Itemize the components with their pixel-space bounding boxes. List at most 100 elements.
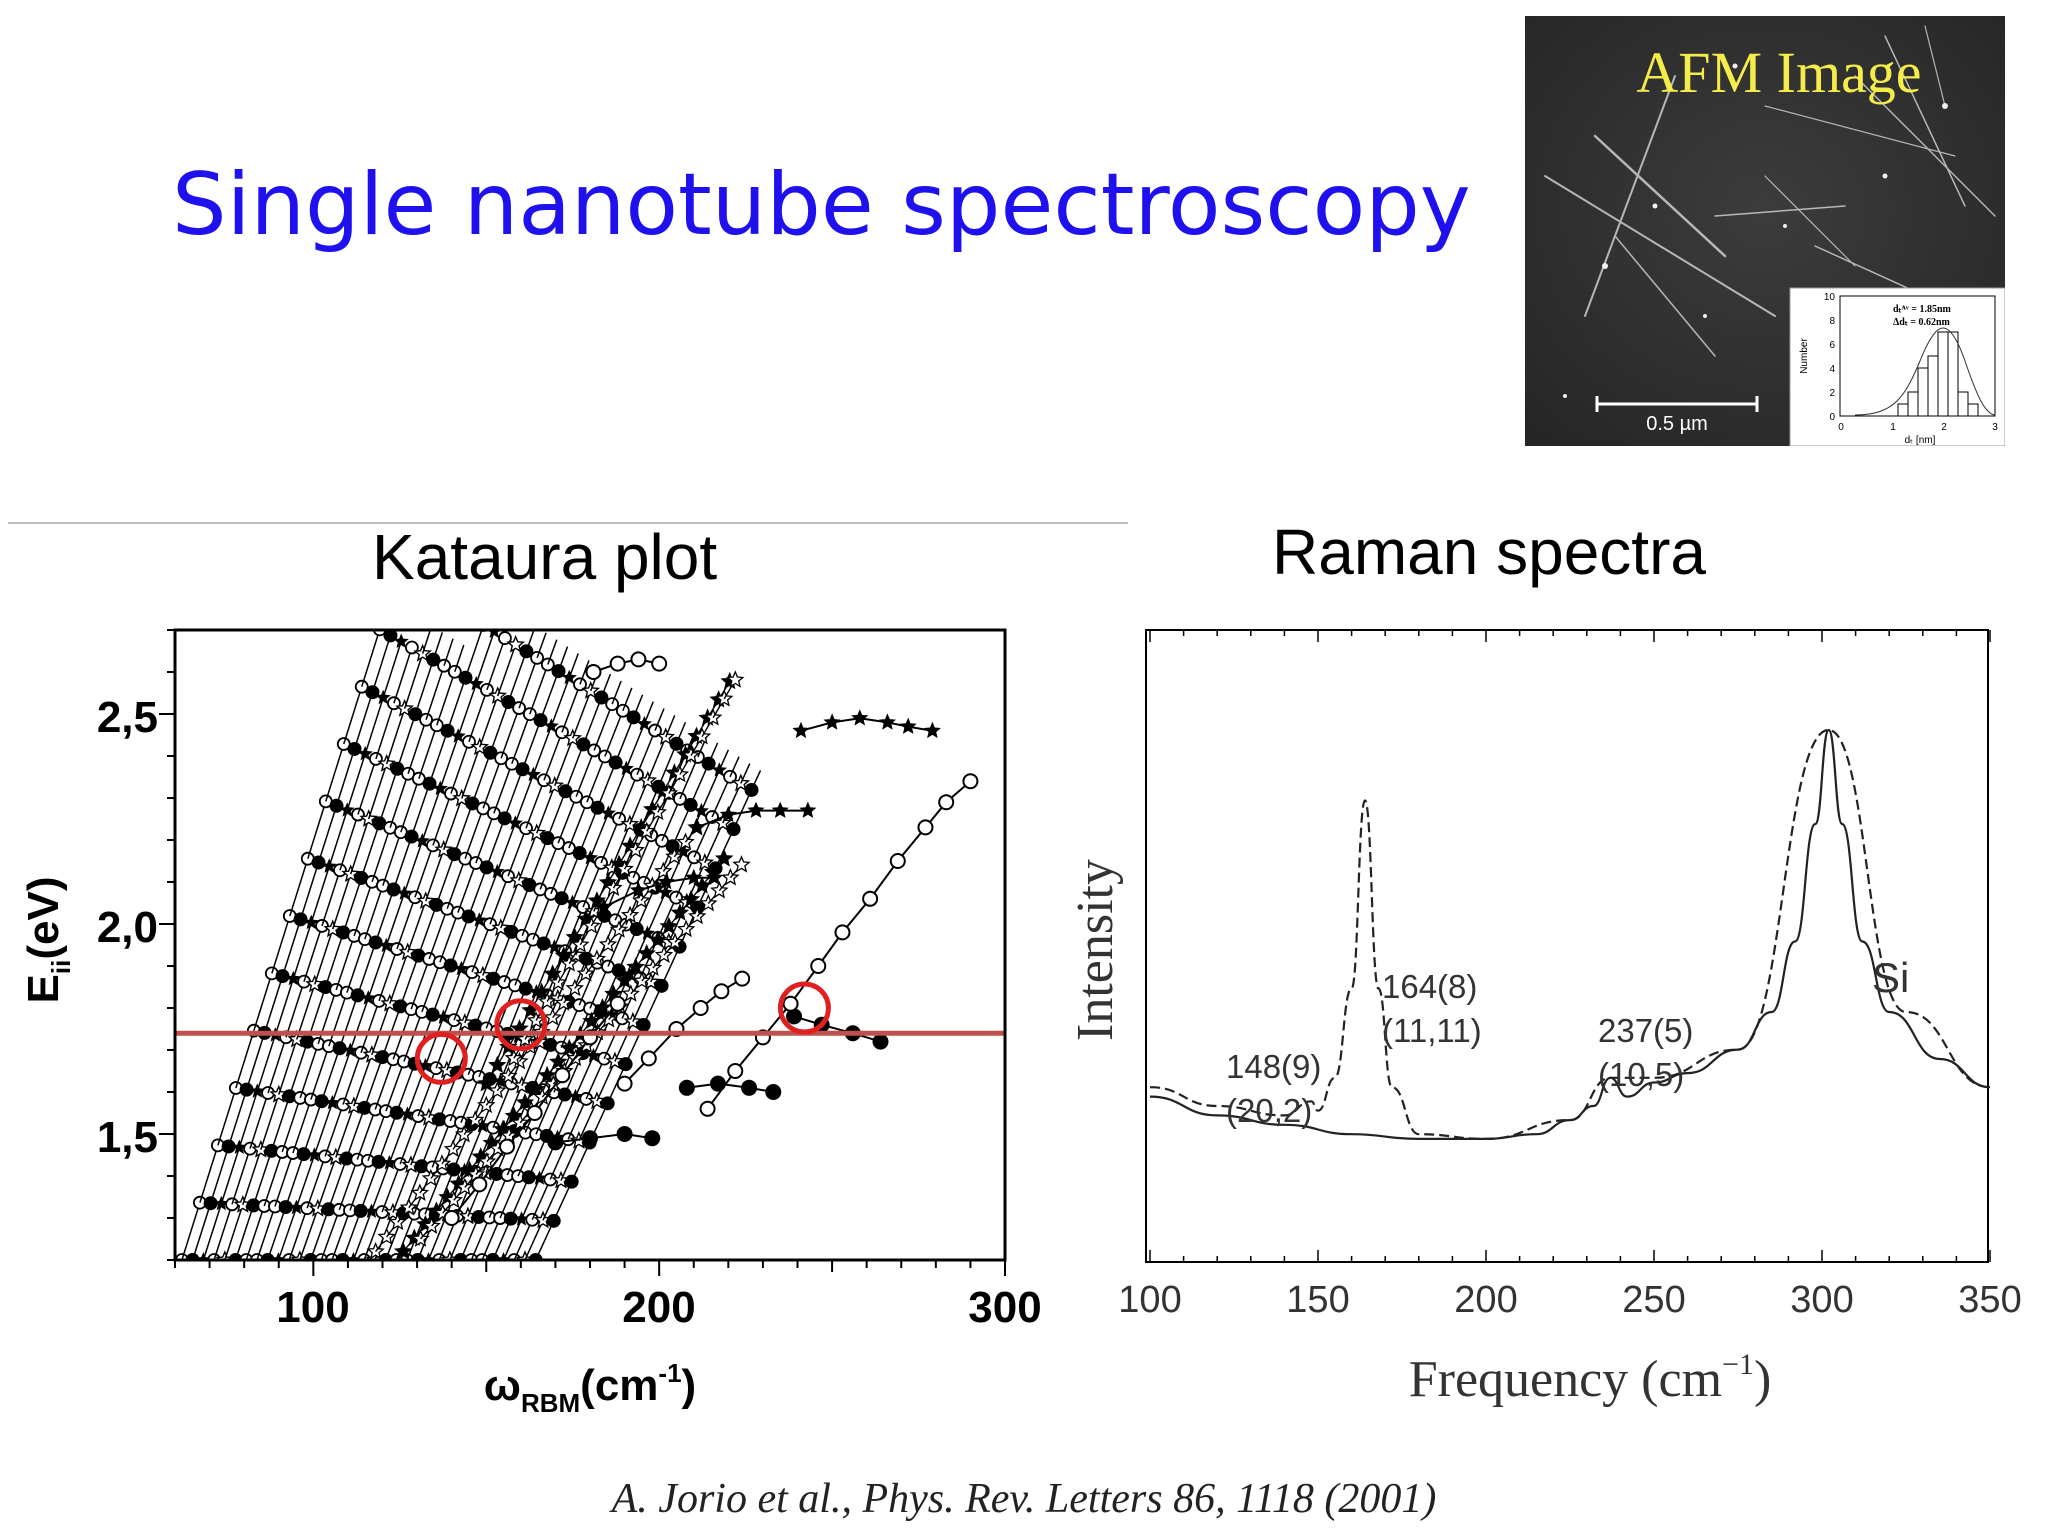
series-7-point-10 [962, 773, 979, 790]
branch-segment [507, 851, 518, 877]
branch-segment [245, 1232, 256, 1260]
branch-segment [475, 657, 486, 685]
branch-segment [603, 1038, 614, 1059]
branch-segment [607, 790, 619, 814]
branch-segment [488, 1196, 500, 1218]
branch-segment [367, 791, 379, 820]
branch-segment [363, 1235, 374, 1260]
branch-segment [374, 1084, 385, 1110]
inset-legend-line2: Δdₜ = 0.62nm [1893, 317, 1951, 328]
y-tick-2.0: 2,0 [97, 903, 158, 952]
branch-segment [467, 1194, 478, 1217]
branch-point [239, 1082, 254, 1097]
branch-segment [453, 828, 465, 855]
branch-segment [492, 1239, 503, 1260]
branch-segment [482, 951, 493, 976]
branch-point [636, 1017, 651, 1032]
branch-segment [274, 1006, 285, 1036]
y-tick-1.5: 1,5 [97, 1113, 158, 1162]
raman-peak-annotations: 148(9) (20,2) 164(8) (11,11) 237(5) (10,… [1226, 954, 1909, 1129]
branch-segment [289, 887, 300, 917]
branch-segment [299, 1070, 310, 1099]
branch-point [512, 701, 527, 715]
branch-point [278, 1200, 293, 1215]
raman-curves [1149, 728, 1991, 1141]
series-8-point-1 [640, 1050, 657, 1067]
afm-image-panel: AFM Image 0.5 µm 10 8 6 4 2 0 0 1 2 3 Nu… [1525, 16, 2005, 446]
series-8-point-4 [713, 983, 730, 1000]
branch-segment [549, 1159, 560, 1180]
branch-segment [657, 764, 669, 788]
branch-point [390, 942, 404, 956]
branch-segment [481, 1238, 492, 1260]
diameter-histogram-inset: 10 8 6 4 2 0 0 1 2 3 Number dₜ [nm] dₜᴬᵛ… [1789, 287, 2005, 446]
raman-x-tick-300: 300 [1790, 1279, 1853, 1321]
x-tick-300: 300 [968, 1283, 1041, 1332]
branch-segment [556, 1116, 568, 1138]
branch-segment [270, 1123, 282, 1152]
scale-bar-label: 0.5 µm [1646, 413, 1708, 435]
branch-segment [281, 1124, 292, 1153]
branch-segment [675, 721, 687, 745]
branch-point [506, 634, 526, 653]
branch-segment [514, 962, 525, 986]
branch-segment [460, 944, 472, 970]
branch-segment [457, 887, 468, 913]
branch-segment [356, 1134, 367, 1160]
branch-segment [361, 657, 372, 687]
branch-segment [467, 891, 479, 917]
kataura-ticks [159, 629, 1006, 1276]
branch-segment [546, 814, 558, 839]
inset-x-ticks: 0 1 2 3 [1838, 422, 1998, 433]
branch-segment [281, 947, 293, 977]
branch-segment [514, 798, 525, 824]
branch-point [372, 816, 387, 831]
branch-point [354, 679, 369, 694]
branch-segment [263, 1004, 275, 1034]
branch-segment [388, 1138, 400, 1164]
branch-segment [632, 1001, 643, 1022]
series-6-point-1 [582, 1130, 598, 1147]
scale-bar: 0.5 µm [1595, 396, 1759, 435]
branch-segment [431, 1143, 442, 1168]
branch-segment [564, 928, 575, 952]
branch-segment [364, 725, 375, 755]
slide-title: Single nanotube spectroscopy [172, 155, 1471, 255]
branch-segment [325, 772, 336, 802]
branch-segment [357, 786, 368, 815]
branch-segment [570, 1161, 582, 1182]
branch-segment [589, 835, 601, 859]
kataura-series [443, 651, 979, 1226]
series-2-point-3 [771, 801, 789, 818]
branch-segment [202, 1231, 214, 1260]
branch-segment [446, 704, 458, 731]
branch-segment [506, 1011, 518, 1035]
branch-segment [309, 1234, 321, 1260]
branch-segment [661, 819, 672, 842]
branch-segment [256, 1062, 268, 1092]
branch-segment [704, 842, 715, 864]
branch-segment [474, 1001, 486, 1026]
branch-segment [399, 1139, 410, 1165]
branch-segment [299, 890, 311, 920]
branch-point [533, 713, 548, 728]
branch-segment [564, 767, 576, 792]
branch-segment [355, 753, 366, 783]
branch-point [303, 1253, 318, 1260]
svg-text:0: 0 [1829, 412, 1835, 423]
branch-segment [693, 836, 704, 858]
branch-segment [395, 1087, 407, 1114]
branch-segment [495, 1152, 507, 1175]
branch-segment [374, 915, 386, 943]
branch-segment [439, 937, 450, 963]
branch-segment [525, 803, 536, 829]
branch-segment [271, 944, 282, 974]
branch-segment [503, 958, 514, 983]
branch-segment [209, 1174, 221, 1204]
histogram-bars [1897, 331, 1979, 417]
svg-text:2: 2 [1941, 422, 1947, 433]
peak-148-index: (20,2) [1226, 1092, 1312, 1129]
series-6-point-3 [644, 1130, 661, 1147]
series-9-point-6 [609, 995, 626, 1012]
branch-segment [500, 732, 511, 759]
